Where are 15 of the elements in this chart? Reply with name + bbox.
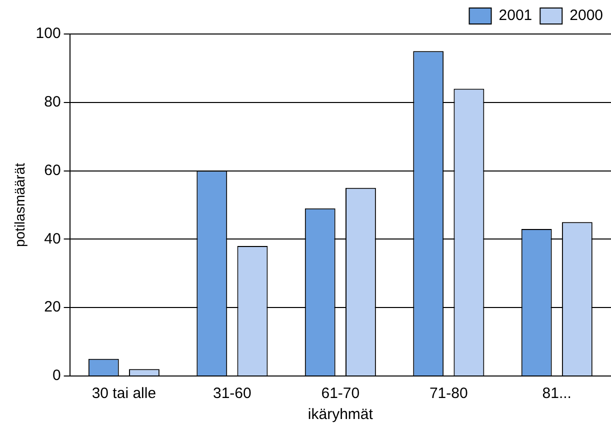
legend-label: 2000	[570, 7, 604, 24]
y-tick-label: 60	[44, 162, 61, 179]
x-axis-title: ikäryhmät	[308, 406, 374, 424]
y-axis-title: potilasmäärät	[11, 162, 28, 248]
x-tick-label: 31-60	[212, 385, 252, 402]
y-tick-label: 40	[44, 230, 61, 248]
y-tick-label: 0	[52, 367, 61, 384]
y-tick-label: 80	[44, 94, 61, 111]
y-tick-label: 100	[36, 25, 61, 42]
x-tick-label: 61-70	[321, 385, 360, 402]
x-tick-label: 71-80	[429, 385, 468, 402]
y-tick-label: 20	[44, 298, 61, 316]
legend-label: 2001	[498, 7, 532, 24]
x-tick-label: 81...	[542, 385, 572, 402]
x-tick-label: 30 tai alle	[92, 385, 156, 402]
